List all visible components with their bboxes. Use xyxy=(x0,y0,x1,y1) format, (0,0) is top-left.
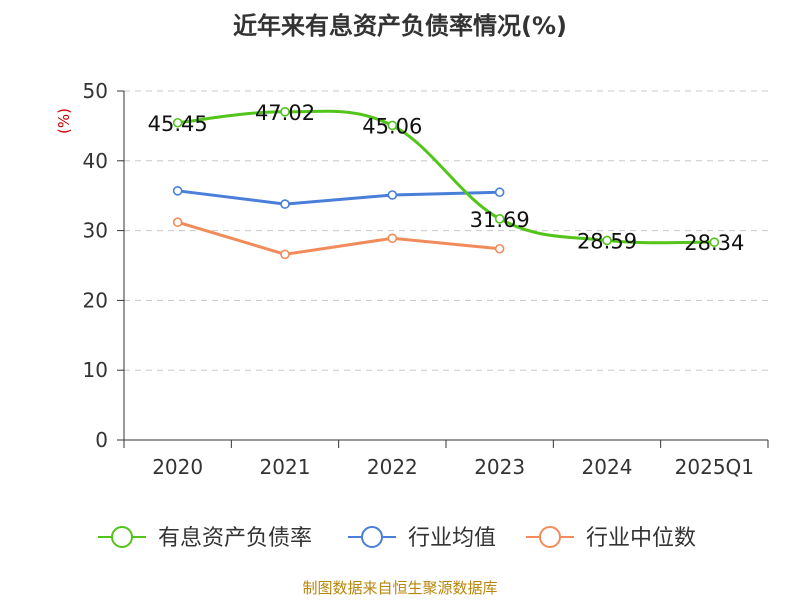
series-0-point-2024 xyxy=(602,235,612,246)
legend-label-1: 行业均值 xyxy=(408,526,496,551)
series-0-point-2023 xyxy=(494,214,505,224)
y-tick-label-0: 0 xyxy=(95,428,108,452)
series-2-point-2023 xyxy=(494,243,505,254)
series-line-0 xyxy=(177,109,715,245)
series-1-point-2021 xyxy=(280,199,290,209)
legend-label-2: 行业中位数 xyxy=(586,526,696,551)
y-tick-label-10: 10 xyxy=(83,358,108,382)
x-tick-label-2020: 2020 xyxy=(152,455,203,479)
legend-label-0: 有息资产负债率 xyxy=(158,526,312,551)
data-source-note: 制图数据来自恒生聚源数据库 xyxy=(302,579,498,597)
series-2-point-2022 xyxy=(387,233,398,244)
legend-marker-0 xyxy=(111,526,133,548)
x-tick-label-2024: 2024 xyxy=(582,455,633,479)
legend-marker-1 xyxy=(361,526,383,548)
data-label-2025Q1: 28.34 xyxy=(684,231,744,255)
x-tick-label-2025Q1: 2025Q1 xyxy=(675,455,754,479)
y-tick-label-50: 50 xyxy=(83,79,108,103)
series-2-point-2020 xyxy=(172,217,183,228)
legend-marker-2 xyxy=(539,526,561,548)
x-tick-label-2023: 2023 xyxy=(474,455,525,479)
series-1-point-2023 xyxy=(494,187,505,198)
data-label-2020: 45.45 xyxy=(148,112,208,136)
chart-title: 近年来有息资产负债率情况(%) xyxy=(233,12,567,40)
series-0-point-2021 xyxy=(280,107,290,117)
x-tick-label-2021: 2021 xyxy=(260,455,311,479)
y-tick-label-40: 40 xyxy=(83,149,108,173)
series-0-point-2025Q1 xyxy=(709,237,720,247)
x-tick-label-2022: 2022 xyxy=(367,455,418,479)
series-1-point-2022 xyxy=(387,190,398,200)
data-label-2022: 45.06 xyxy=(362,114,422,138)
series-0-point-2022 xyxy=(387,120,398,131)
y-tick-label-30: 30 xyxy=(83,219,108,243)
data-label-2024: 28.59 xyxy=(577,229,637,253)
y-tick-label-20: 20 xyxy=(83,288,108,312)
series-0-point-2020 xyxy=(172,117,183,128)
series-2-point-2021 xyxy=(280,249,290,260)
data-label-2023: 31.69 xyxy=(470,208,530,232)
series-line-2 xyxy=(177,220,500,256)
series-1-point-2020 xyxy=(172,186,183,196)
data-label-2021: 47.02 xyxy=(255,101,315,125)
series-line-1 xyxy=(177,189,500,206)
